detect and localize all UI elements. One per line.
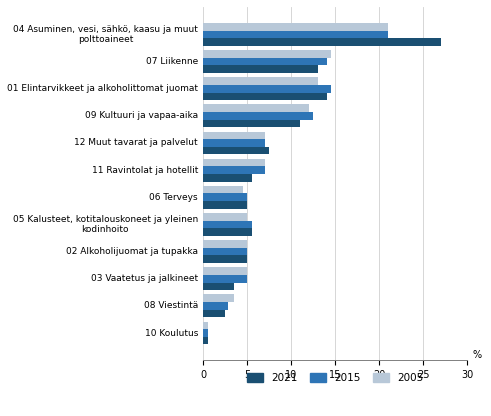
Bar [203, 58, 327, 65]
Bar [203, 77, 318, 85]
Bar [203, 295, 234, 302]
Bar [203, 329, 208, 337]
Bar [203, 302, 228, 310]
Bar [203, 159, 265, 166]
Bar [203, 166, 265, 174]
Legend: 2021, 2015, 2005: 2021, 2015, 2005 [244, 369, 428, 387]
Bar [203, 92, 327, 100]
Bar [203, 38, 441, 46]
Bar [203, 255, 247, 263]
Bar [203, 31, 388, 38]
Bar [203, 139, 265, 147]
Bar [203, 131, 265, 139]
Bar [203, 23, 388, 31]
Bar [203, 322, 208, 329]
Bar [203, 174, 252, 181]
Bar [203, 213, 247, 220]
Bar [203, 85, 331, 92]
Bar [203, 120, 300, 127]
Bar [203, 201, 247, 209]
Bar [203, 310, 225, 317]
Bar [203, 50, 331, 58]
Bar [203, 240, 247, 248]
Bar [203, 228, 252, 236]
Bar [203, 267, 247, 275]
Bar [203, 248, 247, 255]
Bar [203, 337, 208, 344]
Bar [203, 186, 243, 193]
Bar [203, 282, 234, 290]
Text: %: % [473, 350, 482, 361]
Bar [203, 112, 313, 120]
Bar [203, 147, 270, 154]
Bar [203, 104, 309, 112]
Bar [203, 65, 318, 73]
Bar [203, 275, 247, 282]
Bar [203, 193, 247, 201]
Bar [203, 220, 252, 228]
